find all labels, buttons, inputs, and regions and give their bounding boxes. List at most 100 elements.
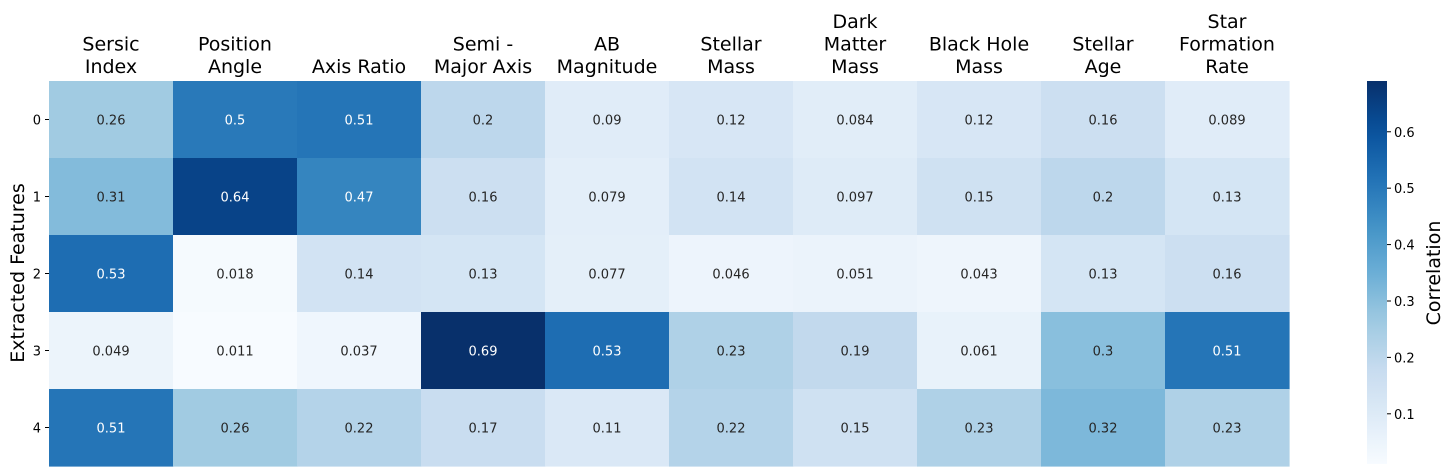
heatmap-cell	[297, 81, 422, 159]
heatmap-cell	[173, 389, 298, 467]
colorbar-tick-label: 0.5	[1394, 182, 1415, 197]
cell-value-label: 0.12	[965, 114, 994, 129]
column-label: Axis Ratio	[312, 56, 406, 78]
cell-value-label: 0.046	[712, 268, 749, 283]
cell-value-label: 0.079	[588, 191, 625, 206]
heatmap-cell	[545, 312, 670, 390]
heatmap-cell	[917, 158, 1042, 236]
colorbar-tick-label: 0.4	[1394, 239, 1415, 254]
cell-value-label: 0.13	[469, 268, 498, 283]
cell-value-label: 0.53	[97, 268, 126, 283]
cell-value-label: 0.14	[717, 191, 746, 206]
column-label: Stellar Mass	[700, 34, 761, 79]
heatmap-cell	[669, 158, 794, 236]
cell-value-label: 0.018	[216, 268, 253, 283]
colorbar-tick-label: 0.2	[1394, 351, 1415, 366]
cell-value-label: 0.051	[836, 268, 873, 283]
column-label: AB Magnitude	[557, 34, 658, 79]
column-label: Black Hole Mass	[929, 34, 1029, 79]
cell-value-label: 0.19	[841, 345, 870, 360]
column-label: Stellar Age	[1072, 34, 1133, 79]
heatmap-cell	[49, 235, 174, 313]
y-axis-title: Extracted Features	[7, 183, 29, 363]
cell-value-label: 0.16	[469, 191, 498, 206]
cell-value-label: 0.12	[717, 114, 746, 129]
heatmap-cell	[545, 235, 670, 313]
heatmap-cell	[793, 81, 918, 159]
cell-value-label: 0.13	[1213, 191, 1242, 206]
cell-value-label: 0.089	[1208, 114, 1245, 129]
row-label: 3	[33, 345, 41, 360]
column-label: Sersic Index	[82, 34, 139, 79]
cell-value-label: 0.23	[965, 422, 994, 437]
heatmap-cell	[917, 389, 1042, 467]
cell-value-label: 0.16	[1213, 268, 1242, 283]
heatmap-cell	[173, 235, 298, 313]
cell-value-label: 0.15	[965, 191, 994, 206]
cell-value-label: 0.011	[216, 345, 253, 360]
cell-value-label: 0.16	[1089, 114, 1118, 129]
heatmap-cell	[49, 81, 174, 159]
cell-value-label: 0.26	[97, 114, 126, 129]
cell-value-label: 0.47	[345, 191, 374, 206]
heatmap-cell	[669, 389, 794, 467]
cell-value-label: 0.23	[1213, 422, 1242, 437]
heatmap-cell	[297, 158, 422, 236]
heatmap-cell	[1165, 389, 1290, 467]
row-labels: 0 1 2 3 4	[33, 114, 49, 437]
heatmap-cell	[173, 312, 298, 390]
cell-value-label: 0.31	[97, 191, 126, 206]
heatmap-cell	[793, 235, 918, 313]
cell-value-label: 0.097	[836, 191, 873, 206]
cell-value-label: 0.51	[345, 114, 374, 129]
row-label: 2	[33, 268, 41, 283]
heatmap-cell	[793, 389, 918, 467]
heatmap-cell	[173, 81, 298, 159]
heatmap-cell	[1041, 158, 1166, 236]
cell-value-label: 0.51	[1213, 345, 1242, 360]
cell-value-label: 0.15	[841, 422, 870, 437]
row-label: 4	[33, 422, 41, 437]
cell-value-label: 0.043	[960, 268, 997, 283]
row-label: 0	[33, 114, 41, 129]
heatmap-cell	[297, 389, 422, 467]
column-label: Star Formation Rate	[1179, 11, 1275, 78]
heatmap-cell	[1041, 312, 1166, 390]
cell-value-label: 0.049	[92, 345, 129, 360]
heatmap-cell	[1165, 158, 1290, 236]
heatmap-cell	[1041, 81, 1166, 159]
heatmap-cell	[1041, 389, 1166, 467]
heatmap-cell	[545, 81, 670, 159]
heatmap-cell	[297, 235, 422, 313]
cell-value-label: 0.22	[717, 422, 746, 437]
heatmap-cell	[917, 312, 1042, 390]
heatmap-cell	[421, 312, 546, 390]
heatmap-cell	[421, 81, 546, 159]
column-label: Semi -Major Axis	[434, 34, 532, 79]
row-label: 1	[33, 191, 41, 206]
column-label: Position Angle	[198, 34, 272, 79]
cell-value-label: 0.32	[1089, 422, 1118, 437]
cell-value-label: 0.061	[960, 345, 997, 360]
colorbar-tick-label: 0.6	[1394, 126, 1415, 141]
cell-value-label: 0.2	[1093, 191, 1114, 206]
heatmap-cell	[49, 312, 174, 390]
heatmap-cell	[49, 389, 174, 467]
column-label: Dark Matter Mass	[824, 11, 887, 78]
cell-value-label: 0.51	[97, 422, 126, 437]
heatmap-cell	[669, 312, 794, 390]
colorbar-ticks: 0.1 0.2 0.3 0.4 0.5 0.6	[1387, 126, 1415, 423]
colorbar-gradient	[1367, 81, 1387, 464]
cell-value-label: 0.09	[593, 114, 622, 129]
cell-value-label: 0.2	[473, 114, 494, 129]
heatmap-cell	[1165, 81, 1290, 159]
heatmap-cell	[49, 158, 174, 236]
heatmap-cell	[1165, 235, 1290, 313]
heatmap-cell	[1165, 312, 1290, 390]
heatmap-cell	[545, 389, 670, 467]
heatmap-cell	[917, 235, 1042, 313]
colorbar-tick-label: 0.3	[1394, 295, 1415, 310]
cell-value-label: 0.14	[345, 268, 374, 283]
cell-value-label: 0.084	[836, 114, 873, 129]
